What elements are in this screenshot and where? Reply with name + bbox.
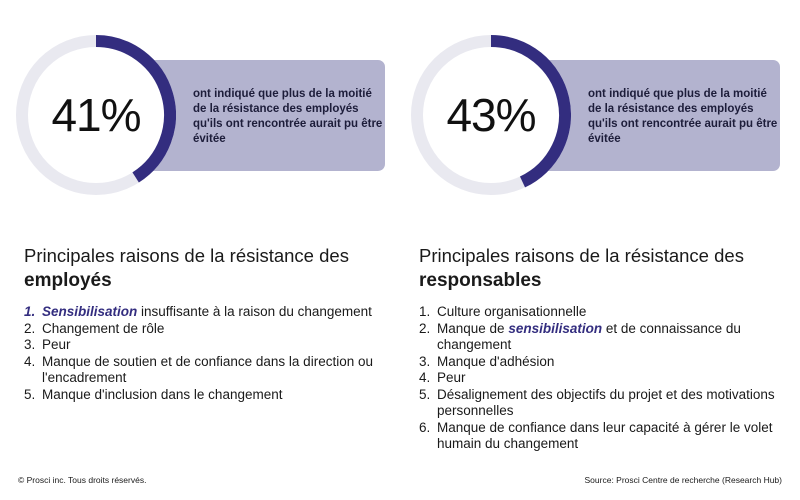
list-item: 4. Manque de soutien et de confiance dan… — [24, 354, 394, 387]
list-item-text: Peur — [437, 370, 466, 385]
list-item-text: Désalignement des objectifs du projet et… — [437, 386, 775, 419]
list-item-text: Changement de rôle — [42, 320, 165, 336]
list-item-text: insuffisante à la raison du changement — [137, 304, 372, 319]
list-item: 2. Manque de sensibilisation et de conna… — [419, 321, 789, 354]
list-item-text: Manque de confiance dans leur capacité à… — [437, 419, 773, 452]
list-item: 5. Désalignement des objectifs du projet… — [419, 387, 789, 420]
stat-description: ont indiqué que plus de la moitié de la … — [193, 88, 383, 145]
stat-box: ont indiqué que plus de la moitié de la … — [135, 60, 385, 171]
list-item-number: 3. — [24, 337, 36, 352]
list-item-text: Manque d'adhésion — [437, 353, 555, 369]
list-item: 1. Culture organisationnelle — [419, 304, 789, 321]
heading-bold-word: employés — [24, 270, 112, 291]
heading-text: Principales raisons de la résistance des — [24, 245, 349, 266]
percentage-gauge: 41% — [16, 35, 176, 195]
list-item-number: 2. — [24, 320, 36, 336]
list-item-number: 2. — [419, 320, 431, 336]
list-item-number: 4. — [419, 370, 431, 385]
stat-description: ont indiqué que plus de la moitié de la … — [588, 88, 778, 145]
list-item: 2. Changement de rôle — [24, 321, 394, 338]
list-item-text: Culture organisationnelle — [437, 304, 587, 319]
reasons-heading: Principales raisons de la résistance des… — [24, 243, 394, 293]
highlight-word: sensibilisation — [508, 320, 603, 336]
list-item-number: 5. — [419, 386, 431, 402]
list-item-number: 3. — [419, 353, 431, 369]
heading-bold-word: responsables — [419, 270, 542, 291]
highlight-word: Sensibilisation — [42, 304, 138, 319]
list-item-text: Peur — [42, 337, 71, 352]
reasons-heading: Principales raisons de la résistance des… — [419, 243, 789, 293]
stat-box: ont indiqué que plus de la moitié de la … — [530, 60, 780, 171]
reasons-list: 1. Culture organisationnelle 2. Manque d… — [419, 304, 789, 453]
list-item-text-before: Manque de — [437, 320, 509, 336]
list-item-text: et de connaissance du changement — [437, 320, 741, 353]
gauge-value-arc — [95, 35, 176, 183]
percentage-gauge: 43% — [411, 35, 571, 195]
list-item-number: 5. — [24, 386, 36, 402]
copyright-text: © Prosci inc. Tous droits réservés. — [18, 475, 147, 485]
list-item-number: 1. — [24, 304, 36, 319]
gauge-value-arc — [490, 35, 571, 188]
gauge-value-label: 43% — [446, 89, 536, 141]
heading-text: Principales raisons de la résistance des — [419, 245, 744, 266]
list-item: 1. Sensibilisation insuffisante à la rai… — [24, 304, 394, 321]
source-text: Source: Prosci Centre de recherche (Rese… — [584, 475, 782, 485]
gauge-svg — [411, 35, 571, 195]
list-item: 3. Manque d'adhésion — [419, 354, 789, 371]
list-item: 5. Manque d'inclusion dans le changement — [24, 387, 394, 404]
list-item-number: 4. — [24, 353, 36, 369]
list-item: 3. Peur — [24, 337, 394, 354]
list-item-number: 6. — [419, 419, 431, 435]
list-item-text: Manque d'inclusion dans le changement — [42, 386, 283, 402]
gauge-value-label: 41% — [51, 89, 141, 141]
reasons-list: 1. Sensibilisation insuffisante à la rai… — [24, 304, 394, 403]
list-item: 4. Peur — [419, 370, 789, 387]
list-item-text: Manque de soutien et de confiance dans l… — [42, 353, 373, 386]
list-item: 6. Manque de confiance dans leur capacit… — [419, 420, 789, 453]
list-item-number: 1. — [419, 304, 431, 319]
employees-panel: ont indiqué que plus de la moitié de la … — [0, 0, 400, 470]
managers-panel: ont indiqué que plus de la moitié de la … — [395, 0, 795, 470]
gauge-svg — [16, 35, 176, 195]
